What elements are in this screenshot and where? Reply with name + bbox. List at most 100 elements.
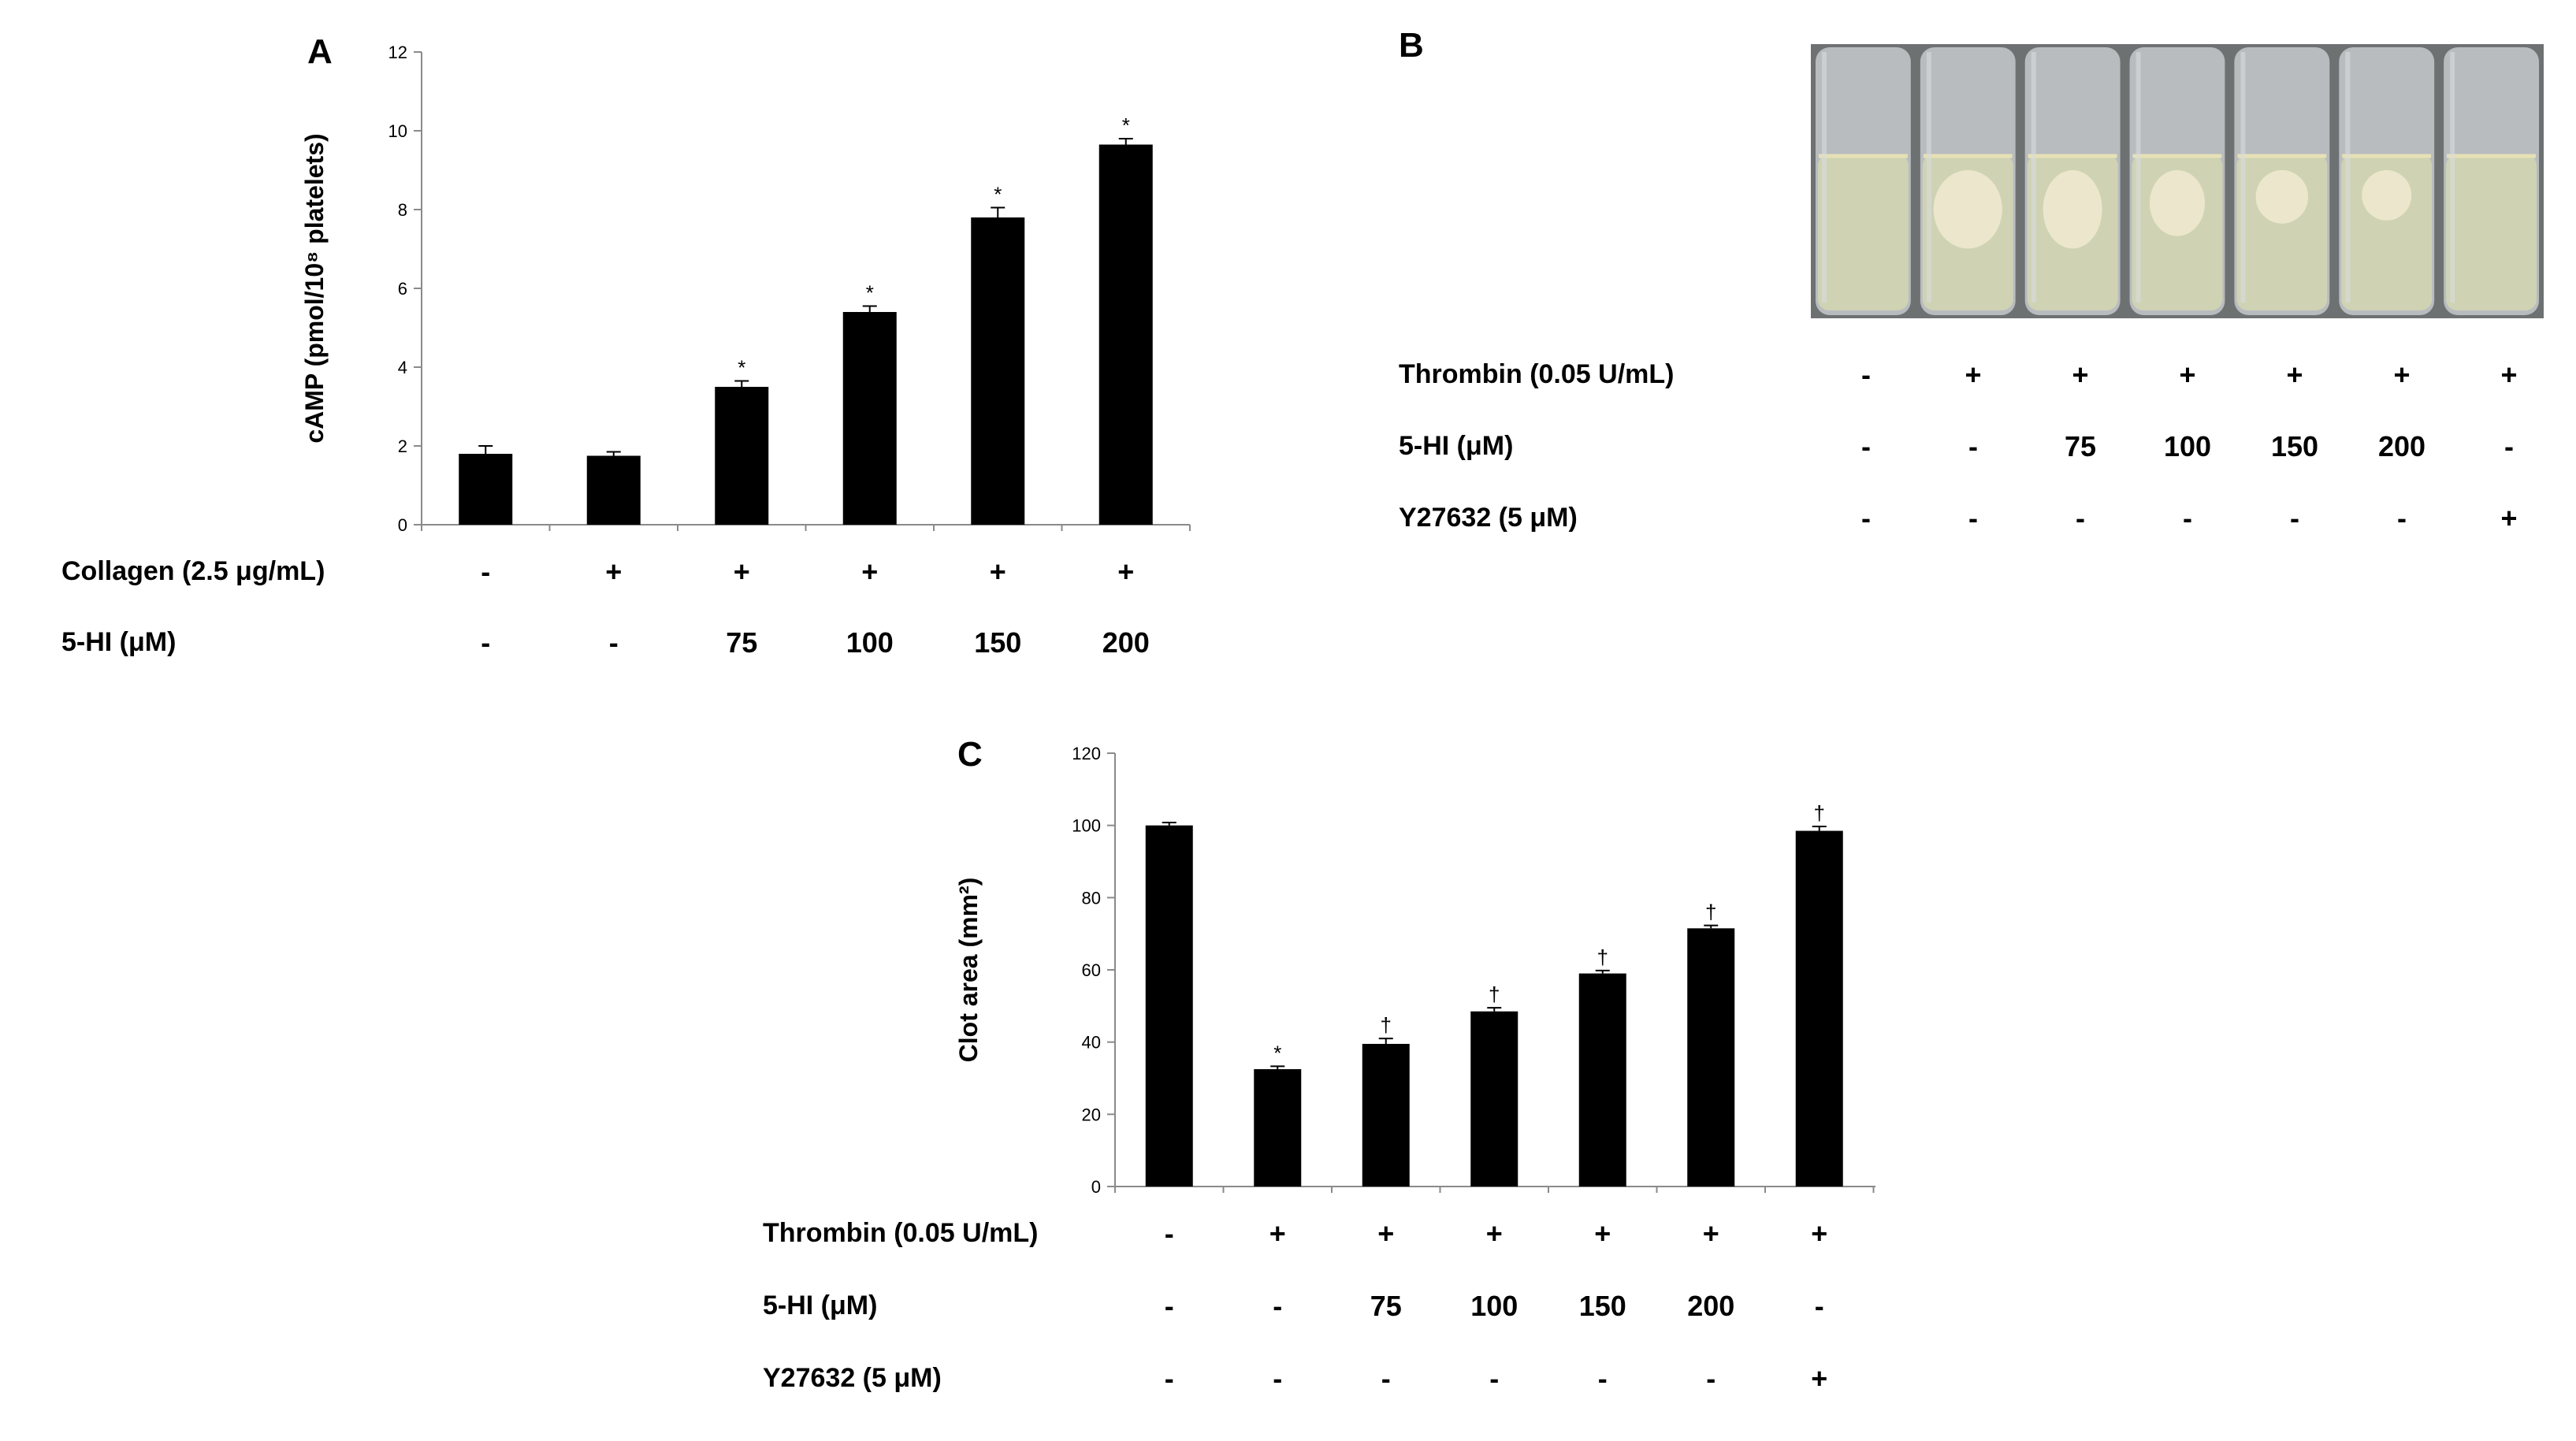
condition-row-label: 5-HI (μM) [763,1291,877,1320]
platelet-clot [2043,170,2102,249]
panel-a-label: A [307,32,333,71]
condition-cell: - [1861,430,1871,462]
condition-cell: - [1706,1362,1715,1395]
y-tick-label: 0 [1091,1177,1101,1197]
condition-row-label: 5-HI (μM) [61,627,176,657]
significance-marker: † [1814,801,1825,825]
condition-cell: + [1811,1362,1827,1395]
panel-b: B Thrombin (0.05 U/mL) - + + + + + +5-HI (μM) - -… [1399,26,2544,534]
condition-cell: + [2500,502,2517,534]
condition-cell: + [2286,358,2303,391]
bar [1098,144,1153,525]
condition-cell: - [1381,1362,1391,1395]
condition-cell: - [2290,502,2299,534]
condition-cell: - [2076,502,2085,534]
condition-row-label: 5-HI (μM) [1399,431,1513,461]
condition-cell: + [2500,358,2517,391]
glass-highlight [2345,52,2351,303]
platelet-clot [2362,170,2412,221]
panel-b-label: B [1399,26,1424,65]
condition-cell: - [1861,502,1871,534]
condition-cell: - [1273,1362,1282,1395]
significance-marker: * [1273,1041,1281,1064]
bar [715,387,769,525]
platelet-clot [2255,170,2309,224]
condition-cell: - [1165,1290,1174,1322]
condition-cell: 200 [2378,430,2425,462]
condition-cell: + [734,555,750,588]
glass-highlight [1822,52,1827,303]
y-tick-label: 0 [398,515,407,535]
significance-marker: * [994,183,1002,206]
y-tick-label: 6 [398,279,407,299]
condition-row-label: Y27632 (5 μM) [763,1363,942,1393]
condition-cell: 200 [1687,1290,1734,1322]
significance-marker: † [1597,945,1608,969]
glass-highlight [2031,52,2036,303]
condition-cell: + [1594,1217,1611,1250]
tube-plasma [1818,154,1909,310]
y-tick-label: 60 [1082,960,1101,980]
significance-marker: † [1381,1013,1392,1037]
condition-cell: 100 [846,626,894,659]
condition-cell: + [2179,358,2195,391]
condition-cell: - [1968,502,1978,534]
condition-cell: 100 [2164,430,2211,462]
condition-cell: - [2397,502,2407,534]
y-axis-label: cAMP (pmol/10⁸ platelets) [300,133,329,443]
condition-cell: + [990,555,1006,588]
condition-cell: - [1815,1290,1824,1322]
condition-cell: - [1165,1217,1174,1250]
panel-c-conditions: Thrombin (0.05 U/mL) - + + + + + +5-HI (μM) - - 75… [763,1217,1827,1395]
condition-cell: + [1117,555,1134,588]
panel-a-axes: 0 2 4 6 8 10 12 cAMP (pmol/10⁸ platelets) [300,43,1191,535]
bar [1145,825,1193,1187]
bar [971,217,1025,525]
bar [586,455,641,525]
significance-marker: † [1489,982,1500,1006]
condition-cell: - [2183,502,2192,534]
condition-cell: - [1968,430,1978,462]
bar [1687,928,1735,1187]
y-tick-label: 100 [1072,816,1101,836]
bar [1362,1043,1410,1187]
y-tick-label: 12 [388,43,407,62]
platelet-clot [1933,170,2002,249]
panel-a-conditions: Collagen (2.5 μg/mL) - + + + + +5-HI (μM) - - 75 1… [61,555,1150,659]
condition-cell: 75 [1370,1290,1402,1322]
condition-row-label: Thrombin (0.05 U/mL) [1399,359,1674,389]
bar [842,312,897,525]
y-tick-label: 80 [1082,888,1101,908]
condition-cell: + [605,555,622,588]
glass-highlight [2240,52,2246,303]
condition-row-label: Collagen (2.5 μg/mL) [61,556,325,586]
condition-cell: + [1486,1217,1503,1250]
panel-c-bars: * † † † † † [1145,801,1843,1187]
panel-c-axes: 0 20 40 60 80 100 120 Clot area (mm²) [954,744,1875,1197]
y-tick-label: 4 [398,358,407,377]
glass-highlight [2450,52,2455,303]
y-tick-label: 10 [388,121,407,141]
y-tick-label: 20 [1082,1105,1101,1124]
condition-cell: - [609,626,619,659]
significance-marker: † [1705,901,1716,924]
condition-cell: 150 [974,626,1021,659]
condition-cell: 150 [1579,1290,1626,1322]
bar [1254,1069,1302,1187]
y-tick-label: 8 [398,200,407,220]
platelet-clot [2149,170,2206,236]
condition-cell: - [481,626,490,659]
condition-cell: + [1269,1217,1286,1250]
panel-a-bars: * * * * [459,113,1153,525]
condition-row-label: Y27632 (5 μM) [1399,503,1578,533]
glass-highlight [2136,52,2141,303]
significance-marker: * [738,356,745,380]
condition-cell: - [1598,1362,1608,1395]
bar [1578,973,1626,1187]
bar [1795,830,1843,1187]
significance-marker: * [866,281,874,305]
condition-cell: + [861,555,878,588]
